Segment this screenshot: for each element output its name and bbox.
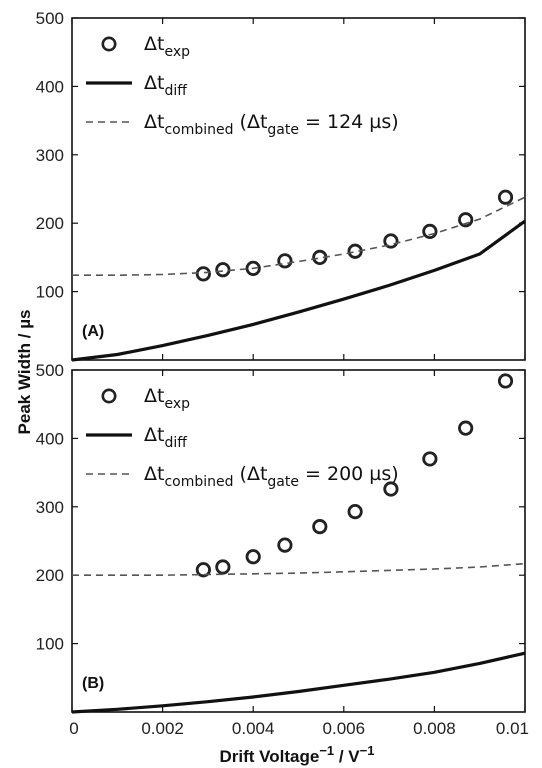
data-point [195,266,211,282]
data-point [312,519,328,535]
data-point [458,212,474,228]
x-tick-label: 0.004 [232,719,275,738]
plot-frame [71,369,526,713]
data-point [245,549,261,565]
x-tick-label: 0 [69,719,78,738]
y-tick-label: 400 [36,77,64,96]
panels: 100 200 300 400 500 Δtexp Δtdiff Δtcombined (Δt… [36,9,529,738]
y-tick-label: 400 [36,429,64,448]
data-point [383,233,399,249]
legend-marker [101,36,117,52]
y-tick-label: 200 [36,566,64,585]
panel-label: (A) [82,323,104,340]
y-tick-label: 500 [36,361,64,380]
y-tick-label: 100 [36,283,64,302]
y-tick-label: 100 [36,635,64,654]
data-point [277,253,293,269]
legend-entry: Δtcombined (Δtgate = 200 µs) [144,463,399,490]
x-tick-label: 0.006 [323,719,366,738]
data-point [383,481,399,497]
y-tick-label: 300 [36,146,64,165]
x-tick-label: 0.002 [141,719,184,738]
diffusion-curve [71,219,526,362]
legend-entry: Δtdiff [144,72,187,99]
legend-entry: Δtexp [144,33,190,60]
data-point [215,559,231,575]
y-tick-label: 200 [36,214,64,233]
data-point [458,420,474,436]
x-axis-label: Drift Voltage−1 / V−1 [220,743,375,766]
data-point [497,373,514,389]
y-axis-label: Peak Width / µs [15,310,34,435]
combined-curve [72,562,526,576]
x-tick-label: 0.01 [496,719,529,738]
chart-panel-a: 100 200 300 400 500 Δtexp Δtdiff Δtcombined (Δt… [36,9,526,362]
data-point [497,189,514,205]
x-tick-label: 0.008 [413,719,456,738]
chart-panel-b: 100 200 300 400 500 0 0.002 0.004 0.006 0.008 0.01… [36,361,529,738]
data-point [347,503,363,520]
diffusion-curve [71,651,526,714]
data-point [215,262,231,278]
data-point [422,223,438,240]
data-point [422,451,438,467]
legend-entry: Δtexp [144,385,190,412]
data-point [277,537,293,553]
combined-curve [72,196,526,276]
data-point [195,562,211,578]
y-tick-label: 300 [36,498,64,517]
panel-label: (B) [82,675,104,692]
legend-marker [101,388,117,404]
y-tick-label: 500 [36,9,64,28]
legend-entry: Δtdiff [144,424,187,451]
plot-frame [71,17,526,361]
legend-entry: Δtcombined (Δtgate = 124 µs) [144,111,399,138]
data-point [245,260,261,276]
